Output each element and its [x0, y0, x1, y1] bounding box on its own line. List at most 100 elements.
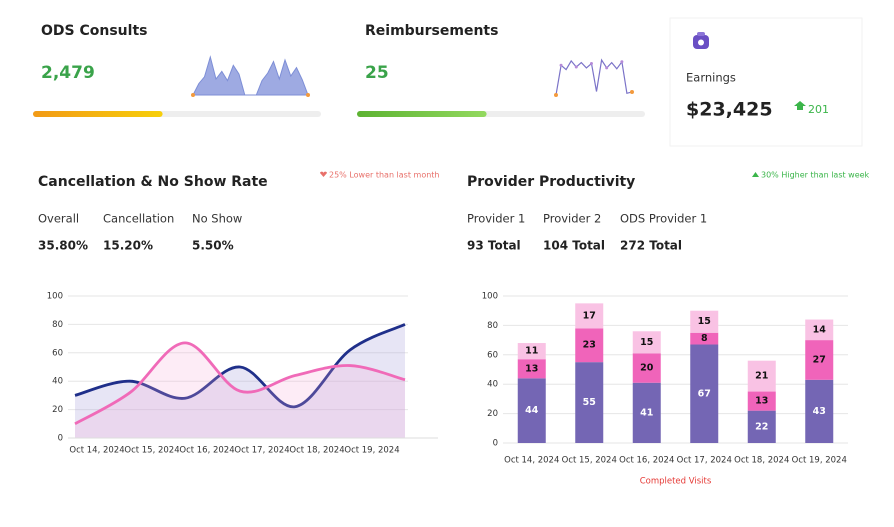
stat-label: Cancellation	[103, 212, 174, 226]
bar-segment	[632, 331, 661, 354]
earnings-value: $23,425	[686, 99, 773, 121]
kpi-value: 25	[365, 63, 389, 83]
bar-segment	[805, 319, 834, 341]
stat-label: No Show	[192, 212, 242, 226]
bar-segment	[747, 410, 776, 443]
line-area	[75, 342, 405, 438]
line-area	[75, 324, 405, 438]
stat-label: Overall	[38, 212, 79, 226]
stat-label: ODS Provider 1	[620, 212, 707, 226]
sparkline-dot	[574, 65, 578, 69]
bar-segment	[632, 353, 661, 383]
bar-value-label: 67	[698, 388, 711, 399]
bar-segment	[575, 362, 604, 443]
x-tick-label: Oct 16, 2024	[179, 446, 234, 456]
line-series	[74, 323, 406, 409]
x-axis-label: Completed Visits	[640, 477, 712, 487]
kpi-title: ODS Consults	[41, 23, 147, 39]
x-tick-label: Oct 15, 2024	[124, 446, 179, 456]
trend-down-icon	[320, 171, 327, 177]
x-tick-label: Oct 17, 2024	[677, 456, 732, 466]
y-tick-label: 60	[487, 350, 498, 360]
y-tick-label: 80	[487, 321, 498, 331]
x-tick-label: Oct 17, 2024	[234, 446, 289, 456]
y-tick-label: 20	[487, 409, 498, 419]
x-tick-label: Oct 16, 2024	[619, 456, 674, 466]
kpi-title: Reimbursements	[365, 23, 498, 39]
stat-value: 15.20%	[103, 239, 153, 253]
y-tick-label: 40	[52, 377, 63, 387]
bar-segment	[805, 379, 834, 443]
sparkline-end	[306, 93, 310, 97]
x-tick-label: Oct 19, 2024	[792, 456, 847, 466]
bar-segment	[690, 344, 719, 443]
sparkline-dot	[620, 60, 624, 64]
up-arrow-icon	[794, 101, 806, 110]
bar-value-label: 44	[525, 405, 539, 416]
bar-value-label: 13	[525, 363, 538, 374]
stat-value: 5.50%	[192, 239, 234, 253]
x-tick-label: Oct 15, 2024	[562, 456, 617, 466]
earnings-change: 201	[808, 103, 829, 116]
x-tick-label: Oct 18, 2024	[289, 446, 344, 456]
bar-segment	[517, 343, 546, 360]
bar-value-label: 15	[698, 316, 711, 327]
stat-value: 93 Total	[467, 239, 521, 253]
bar-value-label: 22	[755, 421, 768, 432]
bar-value-label: 23	[583, 340, 596, 351]
progress-fill	[33, 111, 163, 117]
x-tick-label: Oct 14, 2024	[504, 456, 559, 466]
stat-value: 35.80%	[38, 239, 88, 253]
bar-value-label: 21	[755, 371, 768, 382]
y-tick-label: 80	[52, 320, 63, 330]
bar-segment	[690, 310, 719, 333]
sparkline	[555, 58, 633, 96]
y-tick-label: 0	[58, 434, 63, 444]
sparkline-area	[192, 55, 309, 96]
y-tick-label: 0	[493, 439, 498, 449]
bar-value-label: 15	[640, 337, 653, 348]
bar-value-label: 41	[640, 407, 653, 418]
bar-value-label: 27	[813, 354, 826, 365]
sparkline-dot	[589, 62, 593, 65]
y-tick-label: 60	[52, 348, 63, 358]
line-series	[74, 341, 406, 426]
sparkline-dot	[559, 63, 563, 67]
wallet-icon	[693, 32, 709, 49]
sparkline-end	[191, 93, 195, 97]
y-tick-label: 20	[52, 405, 63, 415]
trend-note: 25% Lower than last month	[329, 171, 440, 180]
bar-value-label: 17	[583, 310, 596, 321]
bar-value-label: 20	[640, 363, 654, 374]
y-tick-label: 100	[47, 292, 63, 302]
trend-note: 30% Higher than last week	[761, 171, 870, 180]
bar-segment	[517, 359, 546, 379]
bar-value-label: 13	[755, 396, 768, 407]
bar-segment	[575, 328, 604, 363]
progress-fill	[357, 111, 487, 117]
bar-segment	[575, 303, 604, 329]
bar-segment	[747, 391, 776, 411]
sparkline-end	[554, 93, 558, 97]
x-tick-label: Oct 18, 2024	[734, 456, 789, 466]
bar-segment	[517, 378, 546, 443]
x-tick-label: Oct 19, 2024	[344, 446, 399, 456]
earnings-label: Earnings	[686, 71, 736, 85]
sparkline-end	[630, 89, 634, 94]
stat-label: Provider 2	[543, 212, 601, 226]
bar-segment	[747, 360, 776, 392]
y-tick-label: 100	[482, 292, 498, 302]
panel-title: Provider Productivity	[467, 174, 635, 190]
bar-value-label: 43	[813, 406, 826, 417]
bar-value-label: 14	[813, 324, 827, 335]
bar-segment	[632, 382, 661, 443]
stat-value: 272 Total	[620, 239, 682, 253]
trend-up-icon	[752, 172, 759, 177]
sparkline-dot	[605, 66, 609, 70]
bar-value-label: 8	[701, 333, 708, 344]
stat-value: 104 Total	[543, 239, 605, 253]
x-tick-label: Oct 14, 2024	[69, 446, 124, 456]
bar-segment	[805, 340, 834, 380]
